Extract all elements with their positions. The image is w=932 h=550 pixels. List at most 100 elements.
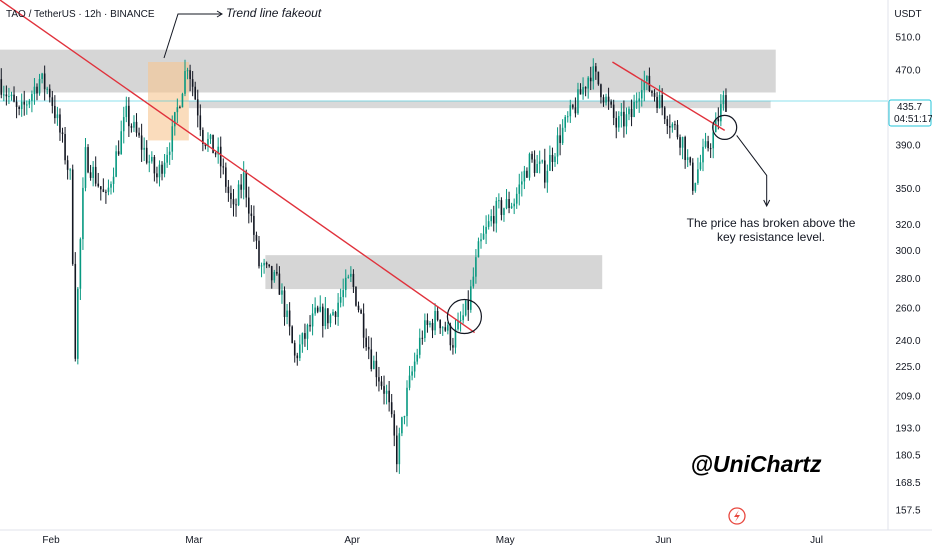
candle xyxy=(299,334,301,362)
candle-body xyxy=(538,161,541,164)
candle xyxy=(559,124,561,156)
candle xyxy=(477,237,480,258)
candle xyxy=(350,266,352,282)
lightning-icon[interactable] xyxy=(728,507,746,525)
candle-body xyxy=(347,276,350,278)
candle xyxy=(327,308,329,329)
candle xyxy=(319,295,322,313)
candle-body xyxy=(293,342,296,356)
candle-body xyxy=(125,105,128,118)
candle xyxy=(434,303,436,336)
candle xyxy=(607,87,610,110)
candle xyxy=(3,85,5,102)
candle-body xyxy=(82,187,84,240)
candle xyxy=(151,151,153,164)
last-price-tag: 435.7 04:51:17 xyxy=(888,99,932,127)
candle xyxy=(388,381,390,412)
candle xyxy=(375,351,378,387)
candle xyxy=(56,106,59,126)
candle xyxy=(612,99,615,126)
candle xyxy=(365,328,367,351)
candle xyxy=(469,279,472,313)
candle-body xyxy=(610,101,612,105)
candle xyxy=(219,136,222,179)
candle xyxy=(597,71,600,86)
candle xyxy=(69,168,71,180)
candle xyxy=(128,97,130,137)
candle-body xyxy=(648,75,651,92)
breakout-label-line-2: key resistance level. xyxy=(717,230,825,244)
candle xyxy=(5,85,8,106)
candle-body xyxy=(447,325,449,331)
candle-body xyxy=(449,325,452,346)
candle-body xyxy=(482,233,485,240)
candle xyxy=(704,132,707,149)
candle-body xyxy=(393,414,396,436)
candle xyxy=(99,186,102,201)
candle-body xyxy=(457,320,459,330)
time-axis[interactable]: Feb Mar Apr May Jun Jul xyxy=(0,529,932,546)
candle-body xyxy=(676,124,679,138)
candle-body xyxy=(623,111,625,127)
candle xyxy=(452,337,454,355)
candle-body xyxy=(207,138,209,147)
candle-body xyxy=(110,183,112,188)
candle xyxy=(273,269,276,283)
candle-body xyxy=(15,101,18,107)
candle-body xyxy=(702,146,704,163)
candle xyxy=(194,81,197,101)
short-trendline xyxy=(612,61,726,131)
price-tick-label: 390.0 xyxy=(895,141,920,152)
price-tick-label: 240.0 xyxy=(895,336,920,347)
price-tick-label: 193.0 xyxy=(895,424,920,435)
candle-body xyxy=(526,170,528,178)
candle-body xyxy=(513,203,515,207)
candle-body xyxy=(633,102,635,118)
candle-body xyxy=(28,100,31,105)
candle-body xyxy=(283,290,286,318)
candle-body xyxy=(561,127,564,144)
candle-body xyxy=(173,112,176,127)
candle xyxy=(628,106,630,121)
candle xyxy=(158,160,161,187)
candle-body xyxy=(41,73,43,79)
price-tick-label: 180.5 xyxy=(895,451,920,462)
candle-body xyxy=(475,257,477,277)
candle xyxy=(306,323,309,351)
candle xyxy=(286,303,288,325)
candle xyxy=(87,144,89,174)
candle xyxy=(480,233,482,249)
candle xyxy=(291,325,293,344)
candle xyxy=(709,143,712,158)
candle-body xyxy=(176,107,179,113)
price-tick-label: 225.0 xyxy=(895,362,920,373)
candle-body xyxy=(148,161,151,163)
candle xyxy=(521,171,523,197)
candle-body xyxy=(286,310,288,318)
candle xyxy=(566,111,569,123)
candle-body xyxy=(105,191,107,193)
candle-body xyxy=(503,208,505,215)
candle-body xyxy=(416,354,419,362)
candle xyxy=(48,84,51,103)
candle xyxy=(467,290,470,321)
candle-body xyxy=(429,322,431,325)
candle xyxy=(600,83,602,104)
candle-body xyxy=(344,277,347,291)
candle-body xyxy=(582,87,584,95)
candle-body xyxy=(133,121,135,128)
candle-body xyxy=(556,135,559,157)
candle xyxy=(0,68,3,99)
candle-body xyxy=(717,118,720,122)
candle xyxy=(615,111,618,139)
candle xyxy=(462,303,464,324)
candle-body xyxy=(329,315,332,324)
candle xyxy=(398,427,401,474)
candle xyxy=(671,122,674,133)
price-axis[interactable]: USDT 510.0 470.0 390.0 350.0 320.0 300.0 280.0… xyxy=(887,0,932,530)
candle-body xyxy=(643,81,646,91)
candle-body xyxy=(212,134,214,154)
candle xyxy=(390,393,393,418)
candle-body xyxy=(439,319,441,329)
